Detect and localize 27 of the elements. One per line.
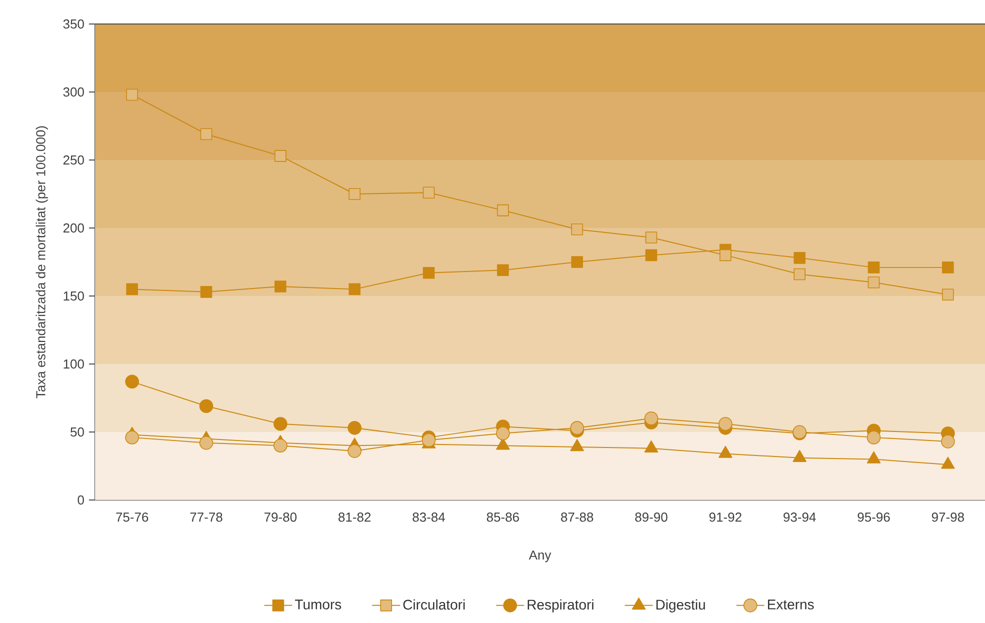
y-tick-label: 0 [78, 495, 84, 505]
legend-label: Circulatori [403, 599, 465, 610]
x-tick-label: 85-86 [486, 512, 519, 522]
x-tick-label: 79-80 [264, 512, 297, 522]
y-tick-label: 300 [63, 87, 84, 97]
x-tick-label: 83-84 [412, 512, 445, 522]
legend-label: Externs [768, 600, 814, 610]
x-tick-label: 89-90 [635, 512, 668, 522]
x-tick-label: 81-82 [338, 512, 371, 522]
y-tick-label: 100 [64, 359, 84, 369]
x-tick-label: 95-96 [858, 512, 890, 522]
y-tick-label: 150 [64, 291, 84, 301]
y-tick-label: 250 [63, 155, 84, 165]
legend-label: Tumors [295, 600, 342, 610]
x-tick-label: 91-92 [709, 512, 742, 522]
y-axis-title: Taxa estandaritzada de mortalitat (per 100.000) [36, 126, 48, 398]
x-axis-title: Any [528, 550, 552, 562]
y-tick-label: 200 [63, 223, 84, 233]
x-tick-label: 97-98 [932, 512, 964, 522]
x-tick-label: 87-88 [561, 512, 594, 522]
y-tick-label: 350 [63, 19, 84, 29]
x-tick-label: 93-94 [784, 512, 816, 522]
legend-label: Respiratori [528, 599, 594, 612]
x-tick-label: 75-76 [116, 512, 148, 522]
legend-label: Digestiu [656, 599, 705, 612]
y-tick-label: 50 [70, 427, 84, 437]
x-tick-label: 77-78 [190, 512, 222, 522]
